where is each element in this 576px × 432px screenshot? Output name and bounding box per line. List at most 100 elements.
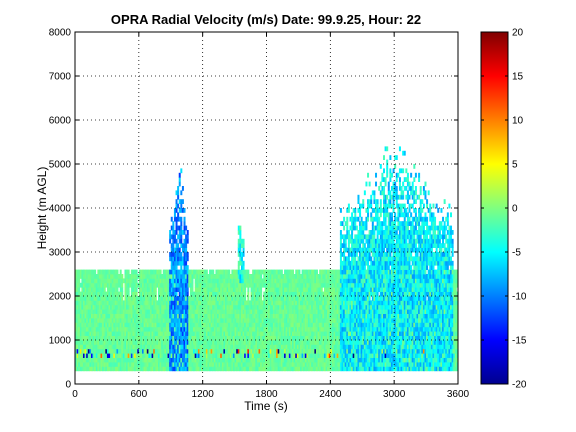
heatmap-cell — [323, 313, 326, 319]
heatmap-cell — [213, 278, 216, 284]
heatmap-cell — [360, 348, 363, 354]
heatmap-cell — [92, 291, 95, 297]
heatmap-cell — [322, 300, 325, 306]
heatmap-cell — [202, 296, 205, 301]
heatmap-cell — [365, 282, 368, 288]
heatmap-cell — [255, 340, 258, 345]
heatmap-cell — [245, 322, 248, 328]
heatmap-cell — [333, 366, 336, 372]
heatmap-cell — [367, 348, 370, 354]
heatmap-cell — [373, 366, 376, 372]
heatmap-cell — [205, 326, 208, 332]
heatmap-cell — [232, 318, 235, 323]
heatmap-cell — [162, 269, 165, 275]
heatmap-cell — [300, 362, 303, 367]
heatmap-cell — [177, 357, 180, 363]
heatmap-cell — [175, 309, 178, 314]
heatmap-cell — [226, 274, 229, 279]
heatmap-cell — [191, 278, 194, 284]
heatmap-cell — [290, 322, 293, 328]
heatmap-cell — [269, 313, 272, 319]
heatmap-cell — [183, 331, 186, 336]
heatmap-cell — [210, 344, 213, 350]
heatmap-cell — [360, 282, 363, 288]
heatmap-cell — [258, 340, 261, 345]
heatmap-cell — [371, 234, 374, 240]
heatmap-cell — [370, 199, 373, 204]
heatmap-cell — [379, 260, 382, 266]
heatmap-cell — [357, 199, 360, 204]
heatmap-cell — [145, 287, 148, 292]
heatmap-cell — [119, 304, 122, 310]
heatmap-cell — [188, 282, 191, 288]
heatmap-cell — [178, 199, 181, 204]
heatmap-cell — [335, 322, 338, 328]
heatmap-cell — [245, 357, 248, 363]
heatmap-cell — [197, 304, 200, 310]
heatmap-cell — [226, 278, 229, 284]
heatmap-cell — [252, 326, 255, 332]
heatmap-cell — [370, 278, 373, 284]
heatmap-cell — [269, 296, 272, 301]
heatmap-cell — [285, 313, 288, 319]
heatmap-cell — [150, 287, 152, 292]
heatmap-cell — [351, 234, 354, 240]
heatmap-cell — [362, 322, 365, 328]
heatmap-cell — [284, 313, 287, 319]
heatmap-cell — [284, 353, 287, 358]
heatmap-cell — [234, 348, 237, 354]
heatmap-cell — [239, 348, 242, 354]
heatmap-cell — [169, 278, 172, 284]
heatmap-cell — [209, 357, 212, 363]
heatmap-cell — [185, 256, 188, 262]
heatmap-cell — [146, 300, 149, 306]
heatmap-cell — [175, 238, 178, 244]
heatmap-cell — [236, 362, 239, 367]
heatmap-cell — [130, 326, 133, 332]
heatmap-cell — [106, 287, 109, 292]
heatmap-cell — [319, 304, 322, 310]
heatmap-cell — [183, 326, 186, 332]
heatmap-cell — [362, 357, 365, 363]
heatmap-cell — [260, 278, 263, 284]
heatmap-cell — [234, 357, 237, 363]
heatmap-cell — [379, 278, 382, 284]
heatmap-cell — [384, 252, 387, 257]
heatmap-cell — [282, 326, 285, 332]
heatmap-cell — [170, 243, 173, 248]
heatmap-cell — [347, 366, 350, 372]
heatmap-cell — [218, 313, 221, 319]
heatmap-cell — [223, 296, 226, 301]
heatmap-cell — [220, 287, 223, 292]
heatmap-cell — [201, 335, 204, 341]
heatmap-cell — [145, 274, 148, 279]
heatmap-cell — [360, 353, 363, 358]
heatmap-cell — [309, 353, 312, 358]
heatmap-cell — [81, 362, 84, 367]
heatmap-cell — [386, 208, 389, 213]
heatmap-cell — [247, 300, 250, 306]
heatmap-cell — [378, 331, 381, 336]
heatmap-cell — [296, 269, 299, 275]
heatmap-cell — [156, 269, 159, 275]
heatmap-cell — [180, 168, 183, 174]
heatmap-cell — [378, 362, 381, 367]
heatmap-cell — [293, 296, 296, 301]
heatmap-cell — [148, 291, 151, 297]
heatmap-cell — [264, 304, 267, 310]
heatmap-cell — [217, 340, 220, 345]
heatmap-cell — [106, 362, 109, 367]
heatmap-cell — [95, 274, 98, 279]
heatmap-cell — [153, 340, 156, 345]
heatmap-cell — [360, 274, 363, 279]
heatmap-cell — [221, 326, 224, 332]
heatmap-cell — [140, 357, 143, 363]
heatmap-cell — [290, 300, 293, 306]
heatmap-cell — [183, 344, 186, 350]
heatmap-cell — [376, 340, 379, 345]
heatmap-cell — [263, 340, 266, 345]
heatmap-cell — [242, 309, 245, 314]
heatmap-cell — [242, 238, 245, 244]
heatmap-cell — [304, 269, 307, 275]
heatmap-cell — [236, 296, 239, 301]
